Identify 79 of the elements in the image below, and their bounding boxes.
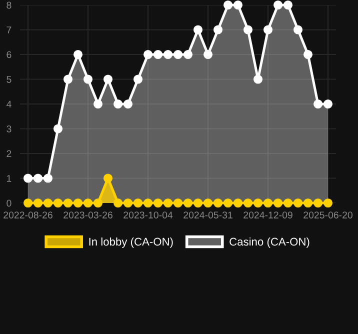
point xyxy=(163,198,173,208)
y-tick-label: 3 xyxy=(6,125,12,132)
point xyxy=(283,0,293,10)
point xyxy=(243,25,253,34)
point xyxy=(263,25,273,34)
x-tick-label: 2025-06-20 xyxy=(304,212,352,218)
point xyxy=(103,74,113,84)
point xyxy=(273,198,283,208)
legend-label: In lobby (CA-ON) xyxy=(89,237,173,248)
x-tick-label: 2024-12-09 xyxy=(244,212,292,218)
point xyxy=(243,198,253,208)
point xyxy=(303,198,313,208)
point xyxy=(73,198,83,208)
point xyxy=(53,198,63,208)
y-tick-label: 0 xyxy=(6,200,12,207)
point xyxy=(253,74,263,84)
point xyxy=(83,198,93,208)
point xyxy=(173,50,183,60)
point xyxy=(133,198,143,208)
x-tick-label: 2023-03-26 xyxy=(64,212,112,218)
point xyxy=(73,50,83,60)
point xyxy=(143,198,153,208)
point xyxy=(283,198,293,208)
point xyxy=(263,198,273,208)
point xyxy=(203,198,213,208)
point xyxy=(33,198,43,208)
point xyxy=(193,25,203,34)
point xyxy=(313,99,323,109)
point xyxy=(103,174,113,183)
point xyxy=(43,198,53,208)
point xyxy=(63,198,73,208)
y-tick-label: 1 xyxy=(7,175,12,182)
point xyxy=(313,198,323,208)
point xyxy=(223,198,233,208)
point xyxy=(183,198,193,208)
y-tick-label: 6 xyxy=(6,51,12,58)
x-tick-label: 2022-08-26 xyxy=(4,212,52,218)
point xyxy=(23,174,33,183)
y-tick-label: 2 xyxy=(6,150,12,158)
point xyxy=(323,198,333,208)
point xyxy=(123,198,133,208)
y-tick-label: 8 xyxy=(6,2,12,9)
point xyxy=(153,198,163,208)
point xyxy=(143,50,153,60)
point xyxy=(83,74,93,84)
y-tick-label: 5 xyxy=(6,76,12,83)
point xyxy=(113,198,123,208)
point xyxy=(233,198,243,208)
y-tick-label: 4 xyxy=(6,100,12,108)
point xyxy=(93,198,103,208)
legend-label: Casino (CA-ON) xyxy=(230,237,310,248)
point xyxy=(303,50,313,60)
point xyxy=(163,50,173,60)
point xyxy=(193,198,203,208)
point xyxy=(123,99,133,109)
x-tick-label: 2024-05-31 xyxy=(184,212,232,218)
point xyxy=(323,99,333,109)
point xyxy=(53,124,63,134)
point xyxy=(273,0,283,10)
point xyxy=(293,25,303,34)
point xyxy=(133,74,143,84)
point xyxy=(223,0,233,10)
point xyxy=(23,198,33,208)
point xyxy=(93,99,103,109)
point xyxy=(63,74,73,84)
point xyxy=(43,174,53,183)
point xyxy=(233,0,243,10)
point xyxy=(213,25,223,34)
point xyxy=(183,50,193,60)
point xyxy=(153,50,163,60)
x-tick-label: 2023-10-04 xyxy=(124,212,173,218)
point xyxy=(293,198,303,208)
y-tick-label: 7 xyxy=(6,26,12,34)
point xyxy=(173,198,183,208)
point xyxy=(33,174,43,183)
point xyxy=(253,198,263,208)
point xyxy=(213,198,223,208)
point xyxy=(203,50,213,60)
point xyxy=(113,99,123,109)
